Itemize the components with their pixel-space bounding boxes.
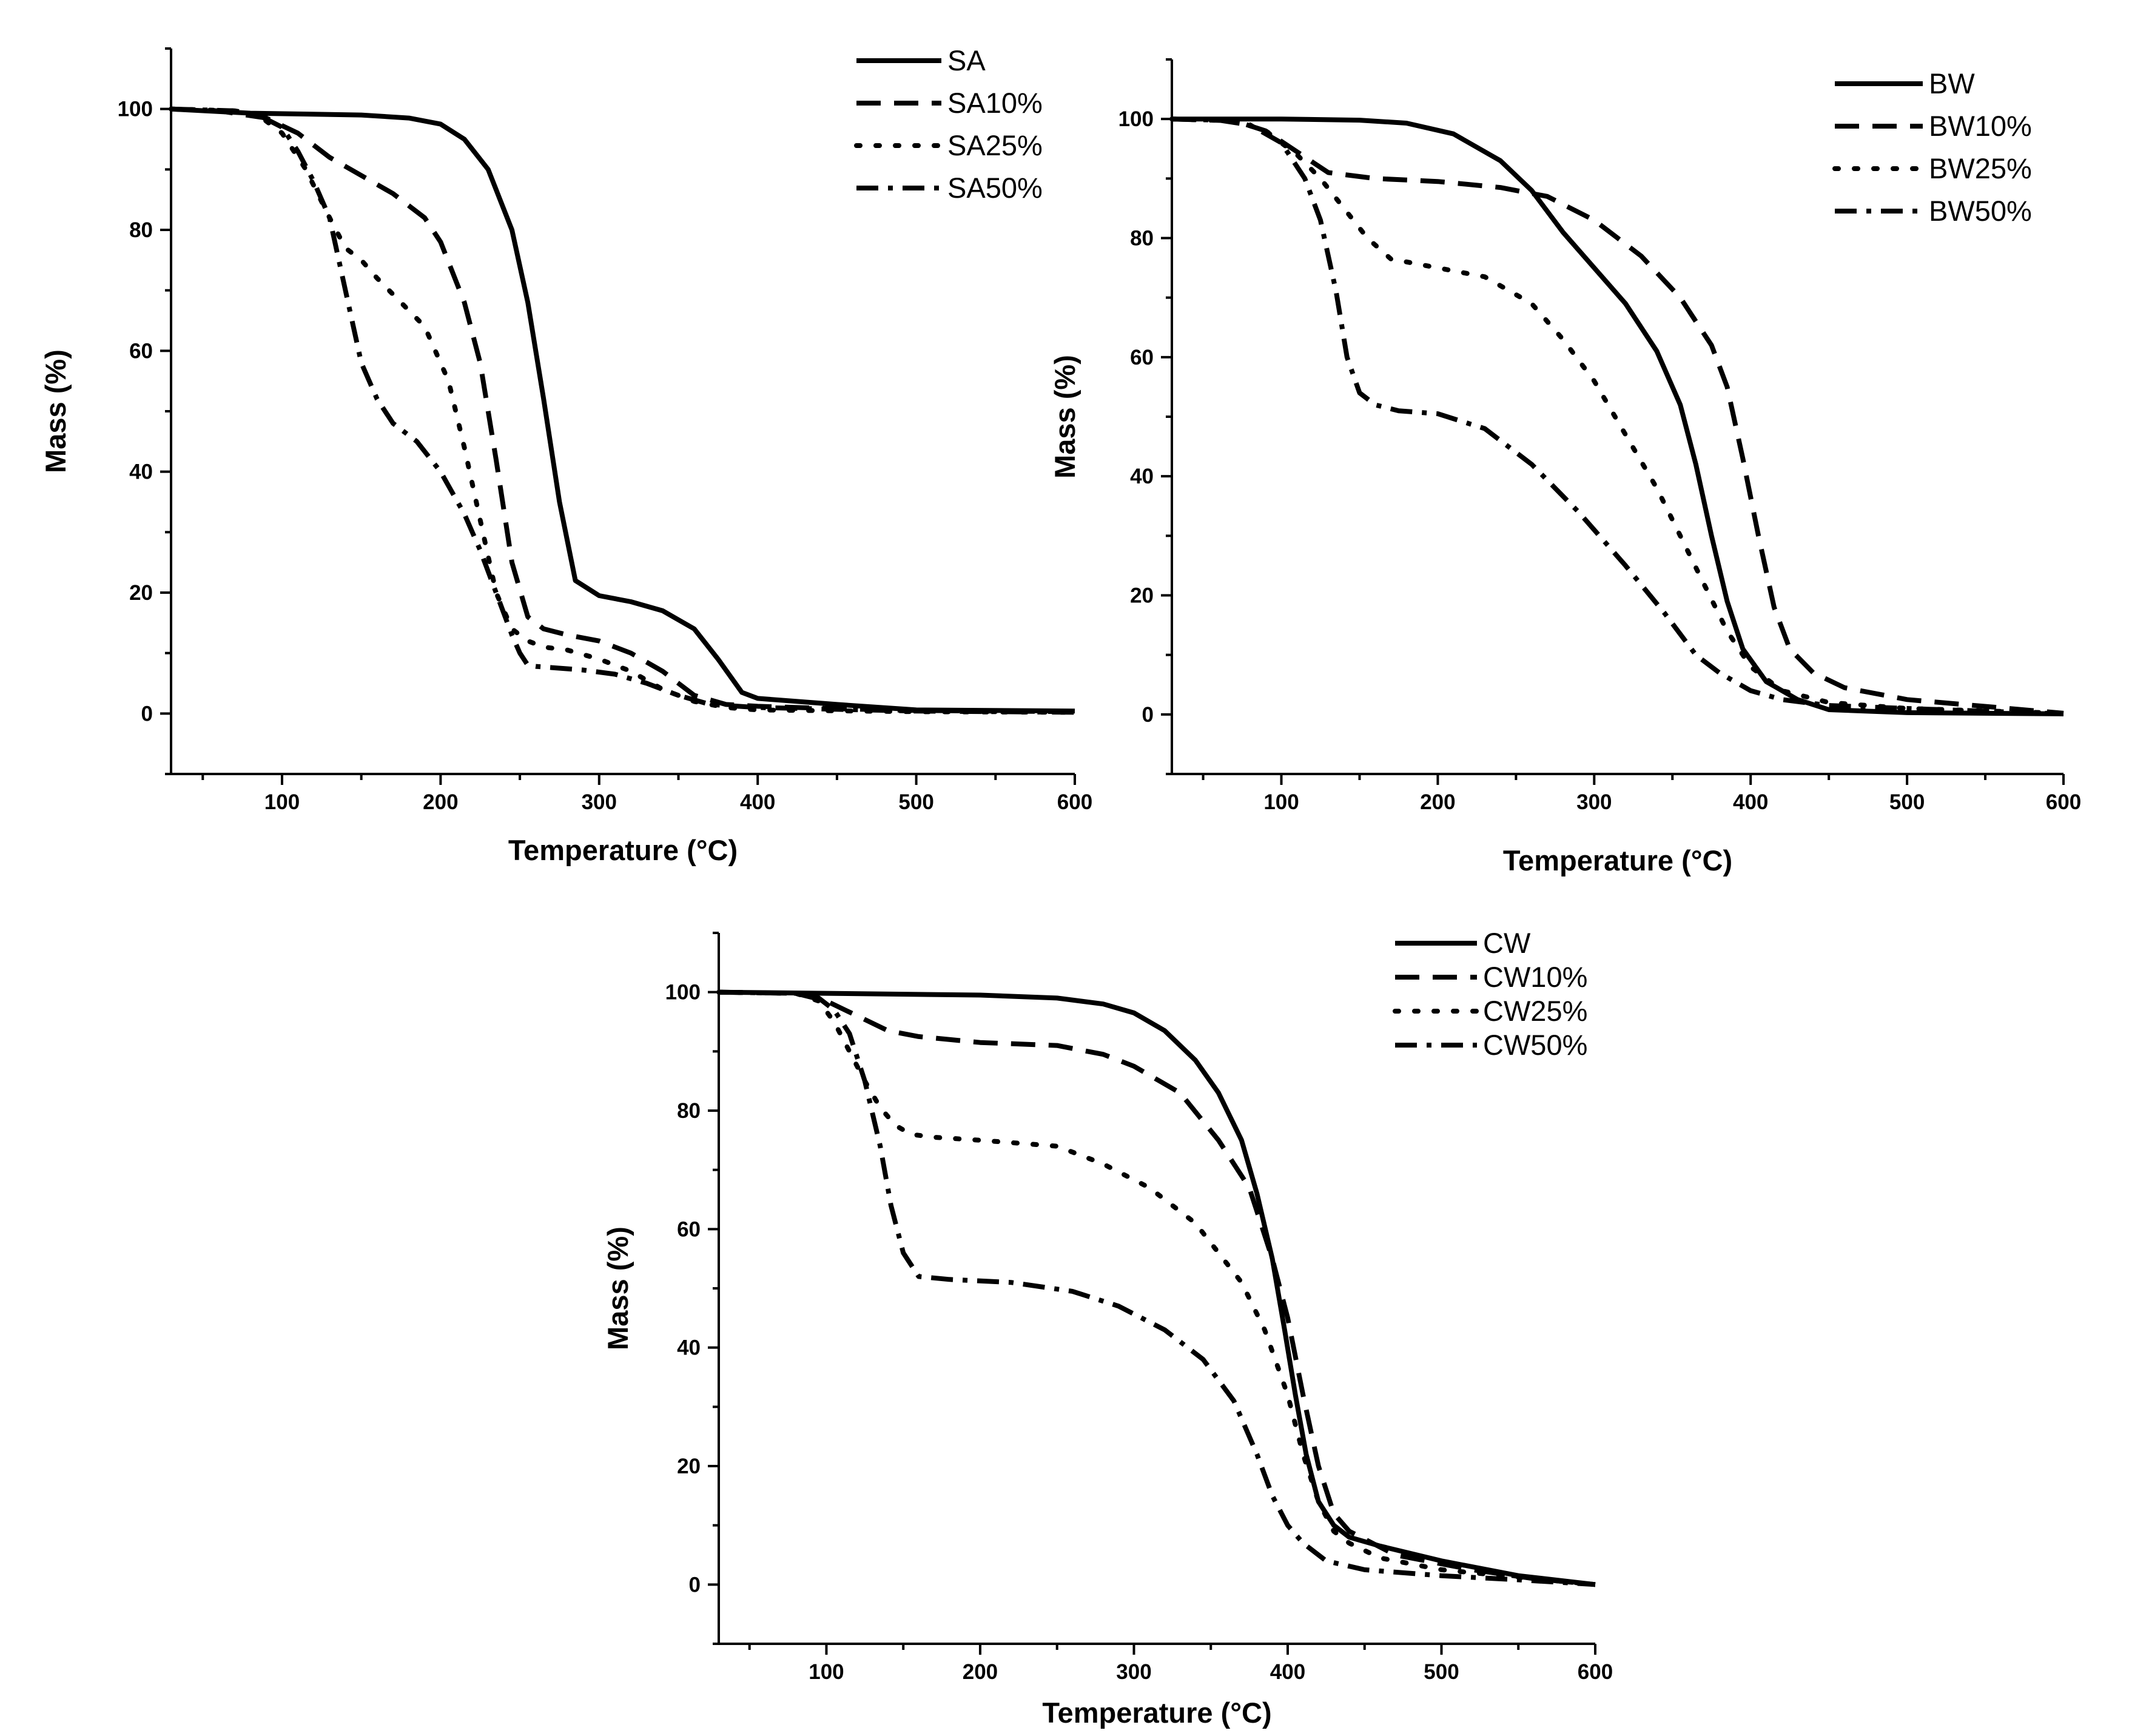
chart-panel-sa: 100 200 300 400 500 600 0 20 40 60 80 100 SA SA10% … <box>39 44 1092 866</box>
y-tick-label: 100 <box>1118 107 1154 131</box>
legend-label: BW25% <box>1929 152 2032 184</box>
y-tick-label: 60 <box>129 339 153 363</box>
legend-entry: CW10% <box>1395 961 1587 993</box>
series-line-bw50pct <box>1171 116 2064 716</box>
chart-legend: SA SA10% SA25% SA50% <box>854 44 1043 204</box>
x-axis-title: Temperature (°C) <box>1042 1697 1271 1729</box>
y-axis-title: Mass (%) <box>1049 355 1081 479</box>
chart-panel-bw: 100 200 300 400 500 600 0 20 40 60 80 100 BW BW10% … <box>1049 58 2081 876</box>
legend-entry: SA10% <box>856 87 1043 119</box>
x-tick-label: 200 <box>423 790 458 814</box>
y-tick-label: 0 <box>141 702 153 725</box>
x-axis-title: Temperature (°C) <box>508 834 738 866</box>
series-line-cw50pct <box>718 989 1596 1587</box>
y-tick-label: 0 <box>689 1573 701 1596</box>
x-tick-label: 300 <box>1116 1660 1151 1684</box>
x-tick-label: 600 <box>1057 790 1092 814</box>
chart-legend: BW BW10% BW25% BW50% <box>1832 67 2032 227</box>
series-line-sa25pct <box>169 106 1077 715</box>
chart-ticks: 100 200 300 400 500 600 0 20 40 60 80 100 <box>118 47 1092 814</box>
chart-legend: CW CW10% CW25% CW50% <box>1393 927 1587 1061</box>
chart-ticks: 100 200 300 400 500 600 0 20 40 60 80 100 <box>665 932 1613 1684</box>
x-tick-label: 500 <box>898 790 933 814</box>
legend-entry: BW <box>1835 67 1975 99</box>
x-tick-label: 100 <box>809 1660 844 1684</box>
legend-label: SA25% <box>947 129 1043 161</box>
y-tick-label: 60 <box>1130 346 1154 369</box>
series-line-sa50pct <box>170 106 1075 715</box>
x-tick-label: 500 <box>1889 790 1925 814</box>
legend-label: SA50% <box>947 172 1043 204</box>
y-tick-label: 80 <box>1130 227 1154 251</box>
chart-series <box>169 106 1077 715</box>
chart-series <box>716 989 1598 1587</box>
legend-label: CW50% <box>1483 1029 1587 1061</box>
x-tick-label: 400 <box>740 790 775 814</box>
series-line-sa <box>170 106 1075 714</box>
x-tick-label: 600 <box>1578 1660 1613 1684</box>
chart-panel-cw: 100 200 300 400 500 600 0 20 40 60 80 100 CW CW10% … <box>602 927 1613 1729</box>
y-tick-label: 20 <box>677 1455 701 1478</box>
y-axis-title: Mass (%) <box>602 1226 634 1350</box>
x-tick-label: 300 <box>582 790 617 814</box>
y-tick-label: 40 <box>1130 465 1154 488</box>
chart-series <box>1169 116 2066 716</box>
y-tick-label: 40 <box>677 1336 701 1360</box>
series-line-bw10pct <box>1171 116 2064 716</box>
chart-ticks: 100 200 300 400 500 600 0 20 40 60 80 100 <box>1118 58 2081 814</box>
legend-label: CW25% <box>1483 995 1587 1027</box>
y-tick-label: 80 <box>677 1099 701 1123</box>
y-tick-label: 80 <box>129 218 153 242</box>
y-tick-label: 100 <box>665 981 701 1004</box>
y-tick-label: 60 <box>677 1217 701 1241</box>
legend-label: SA <box>947 44 986 76</box>
series-line-cw25pct <box>716 989 1598 1587</box>
y-tick-label: 100 <box>118 98 153 121</box>
legend-label: CW10% <box>1483 961 1587 993</box>
legend-entry: CW <box>1395 927 1531 959</box>
legend-label: BW <box>1929 67 1975 99</box>
series-line-sa10pct <box>170 106 1075 715</box>
y-axis-title: Mass (%) <box>39 349 72 473</box>
x-tick-label: 600 <box>2046 790 2081 814</box>
legend-label: SA10% <box>947 87 1043 119</box>
x-tick-label: 100 <box>264 790 300 814</box>
x-tick-label: 300 <box>1576 790 1612 814</box>
legend-entry: BW25% <box>1832 152 2032 184</box>
legend-entry: CW25% <box>1393 995 1587 1027</box>
x-tick-label: 500 <box>1424 1660 1459 1684</box>
x-tick-label: 200 <box>963 1660 998 1684</box>
legend-label: BW50% <box>1929 195 2032 227</box>
x-tick-label: 200 <box>1420 790 1455 814</box>
legend-label: CW <box>1483 927 1531 959</box>
legend-entry: BW10% <box>1835 110 2032 142</box>
legend-entry: SA <box>856 44 986 76</box>
y-tick-label: 40 <box>129 460 153 484</box>
legend-entry: BW50% <box>1835 195 2032 227</box>
y-tick-label: 20 <box>1130 584 1154 608</box>
series-line-cw10pct <box>718 989 1596 1587</box>
x-axis-title: Temperature (°C) <box>1503 844 1732 876</box>
legend-entry: SA25% <box>854 129 1043 161</box>
chart-axes <box>170 49 1075 775</box>
x-tick-label: 400 <box>1733 790 1768 814</box>
series-line-cw <box>718 989 1596 1587</box>
legend-entry: SA50% <box>856 172 1043 204</box>
x-tick-label: 400 <box>1270 1660 1305 1684</box>
series-line-bw25pct <box>1169 116 2066 716</box>
legend-label: BW10% <box>1929 110 2032 142</box>
y-tick-label: 0 <box>1142 703 1154 727</box>
x-tick-label: 100 <box>1263 790 1299 814</box>
legend-entry: CW50% <box>1395 1029 1587 1061</box>
y-tick-label: 20 <box>129 581 153 605</box>
